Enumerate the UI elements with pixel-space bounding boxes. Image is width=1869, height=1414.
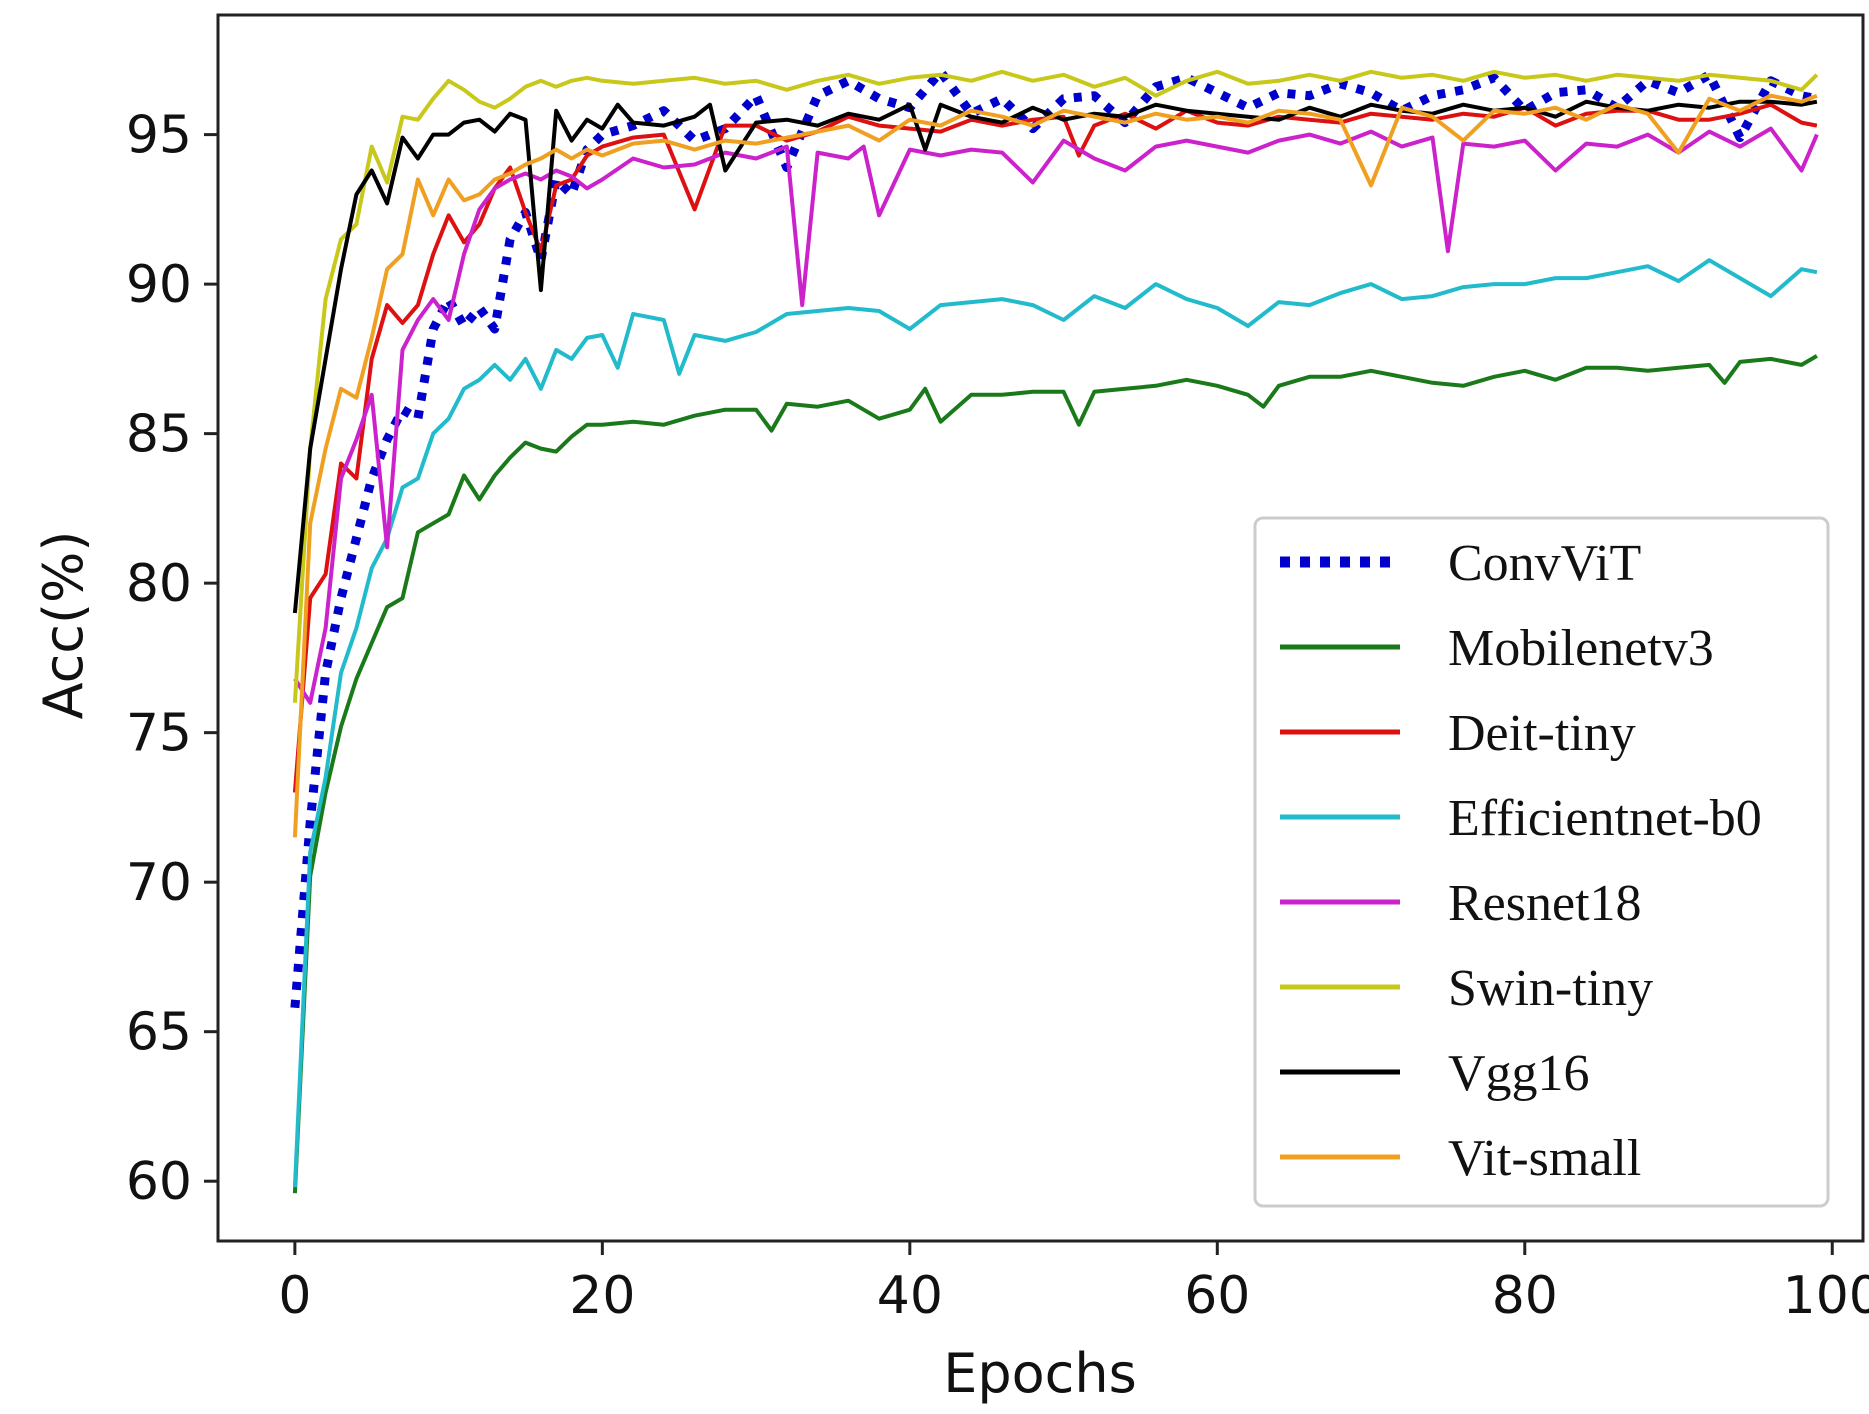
y-tick-label: 75 xyxy=(126,704,192,764)
x-tick-label: 20 xyxy=(569,1266,635,1326)
series-line-vgg16 xyxy=(292,99,1818,614)
legend: ConvViT Mobilenetv3 Deit-tiny Efficientnet-… xyxy=(1253,516,1830,1208)
series-line-mobilenetv3 xyxy=(292,354,1818,1194)
y-tick-label: 60 xyxy=(126,1152,192,1212)
y-tick-label: 65 xyxy=(126,1003,192,1063)
x-axis-label: Epochs xyxy=(943,1342,1136,1405)
series-line-vit-small xyxy=(292,93,1818,838)
y-tick-label: 70 xyxy=(126,853,192,913)
series-line-resnet18 xyxy=(293,126,1819,705)
y-tick-label: 80 xyxy=(126,554,192,614)
y-tick-label: 95 xyxy=(126,106,192,166)
series-layer xyxy=(290,67,1819,1194)
legend-label: Vit-small xyxy=(1448,1130,1641,1187)
x-tick-label: 0 xyxy=(278,1266,311,1326)
plot-frame xyxy=(216,13,1865,1243)
x-tick-label: 40 xyxy=(877,1266,943,1326)
legend-box xyxy=(1253,516,1830,1208)
y-tick-label: 85 xyxy=(126,405,192,465)
y-axis: 60 65 70 75 80 85 90 95 xyxy=(126,106,218,1212)
legend-label: Swin-tiny xyxy=(1448,960,1653,1017)
legend-label: Efficientnet-b0 xyxy=(1448,790,1762,847)
y-axis-label: Acc(%) xyxy=(32,531,95,720)
legend-label: Deit-tiny xyxy=(1448,705,1636,762)
legend-label: Mobilenetv3 xyxy=(1448,620,1714,677)
y-tick-label: 90 xyxy=(126,255,192,315)
series-line-swin-tiny xyxy=(292,69,1819,703)
x-tick-label: 60 xyxy=(1184,1266,1250,1326)
legend-label: Vgg16 xyxy=(1448,1045,1590,1102)
legend-label: Resnet18 xyxy=(1448,875,1642,932)
series-line-efficientnet-b0 xyxy=(292,258,1818,1188)
x-axis: 0 20 40 60 80 100 xyxy=(278,1241,1869,1326)
x-tick-label: 80 xyxy=(1492,1266,1558,1326)
x-tick-label: 100 xyxy=(1783,1266,1869,1326)
legend-label: ConvViT xyxy=(1448,535,1641,592)
